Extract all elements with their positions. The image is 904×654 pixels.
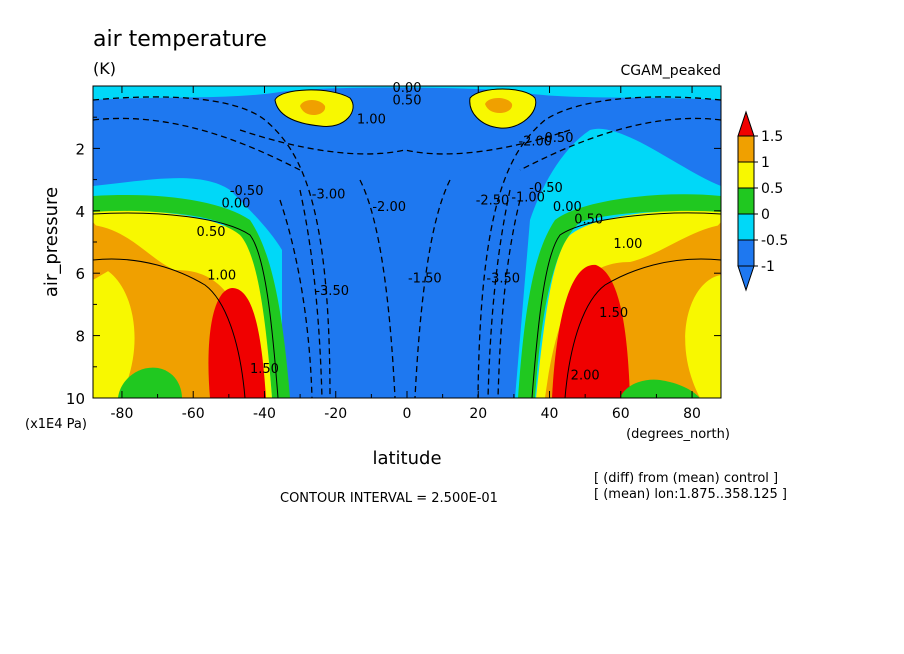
region-orange-right-edge [705,222,721,275]
x-tick-label: -60 [182,406,205,422]
region-orange-top-left [300,100,326,116]
colorbar-label: -1 [761,259,775,275]
y-tick-label: 8 [75,328,85,346]
region-green-bottom-right [620,379,700,398]
region-red-left [208,288,266,398]
colorbar-label: 0 [761,207,770,223]
contour-label: 1.50 [599,306,628,321]
region-orange-top-right [485,98,513,114]
colorbar-swatch [737,187,755,215]
x-axis: -80 -60 -40 -20 0 20 40 60 80 [111,86,701,422]
x-tick-label: -20 [324,406,347,422]
contour-label: -1.50 [408,272,442,287]
contour-label: 2.00 [571,368,600,383]
x-tick-label: 80 [683,406,701,422]
colorbar: 1.5 1 0.5 0 -0.5 -1 [737,110,788,292]
x-axis-label: latitude [372,448,441,469]
y-tick-label: 4 [75,203,85,221]
region-red-right [552,264,630,398]
contour-label: 1.00 [357,112,386,127]
contour-label: -2.50 [476,194,510,209]
note-mean: [ (mean) lon:1.875..358.125 ] [594,487,787,502]
colorbar-swatch [737,239,755,267]
colorbar-swatch [737,213,755,241]
dataset-label: CGAM_peaked [621,63,721,79]
colorbar-label: 1.5 [761,129,783,145]
x-tick-label: 60 [612,406,630,422]
colorbar-label: 1 [761,155,770,171]
colorbar-label: -0.5 [761,233,788,249]
contour-label: 0.50 [574,212,603,227]
contour-label: 1.00 [613,237,642,252]
y-tick-label: 10 [66,390,85,408]
region-cyan-top [93,86,721,100]
contour-label: 1.50 [250,362,279,377]
x-tick-label: 40 [541,406,559,422]
contour-label: 0.50 [197,225,226,240]
plot-area: 0.000.501.00-0.500.000.501.001.50-3.00-2… [92,81,722,399]
x-tick-label: 20 [469,406,487,422]
colorbar-swatch [737,135,755,163]
contour-label: -3.50 [486,272,520,287]
colorbar-label: 0.5 [761,181,783,197]
y-axis-units: (x1E4 Pa) [25,417,87,432]
colorbar-arrow-low [737,265,755,292]
units-label: (K) [93,59,116,78]
contour-label: 0.50 [393,94,422,109]
x-tick-label: -40 [253,406,276,422]
contour-label: -1.00 [511,190,545,205]
x-axis-units: (degrees_north) [626,427,730,442]
x-tick-label: -80 [111,406,134,422]
contour-label: -3.50 [315,284,349,299]
region-green-bottom-left [118,367,182,398]
contour-label: 1.00 [207,268,236,283]
y-axis: 2 4 6 8 10 [66,116,721,408]
note-diff: [ (diff) from (mean) control ] [594,471,778,486]
colorbar-swatch [737,161,755,189]
contour-labels: 0.000.501.00-0.500.000.501.001.50-3.00-2… [197,81,643,383]
y-axis-label: air_pressure [41,187,62,297]
y-tick-label: 6 [75,265,85,283]
contour-label: -0.50 [529,181,563,196]
contour-lines-solid [93,88,721,398]
colorbar-arrow-high [737,110,755,137]
contour-interval: CONTOUR INTERVAL = 2.500E-01 [280,491,498,506]
chart-title: air temperature [93,27,267,52]
contour-label: -0.50 [230,184,264,199]
x-tick-label: 0 [403,406,412,422]
contour-label: -2.00 [518,134,552,149]
contour-label: -3.00 [312,187,346,202]
contour-label: -0.50 [540,131,574,146]
contour-label: 0.00 [221,197,250,212]
contour-label: 0.00 [553,200,582,215]
y-tick-label: 2 [75,140,85,158]
shaded-field [93,86,721,398]
region-orange-left-edge [93,222,110,280]
contour-lines-dashed [93,96,721,398]
contour-label: -2.00 [372,200,406,215]
